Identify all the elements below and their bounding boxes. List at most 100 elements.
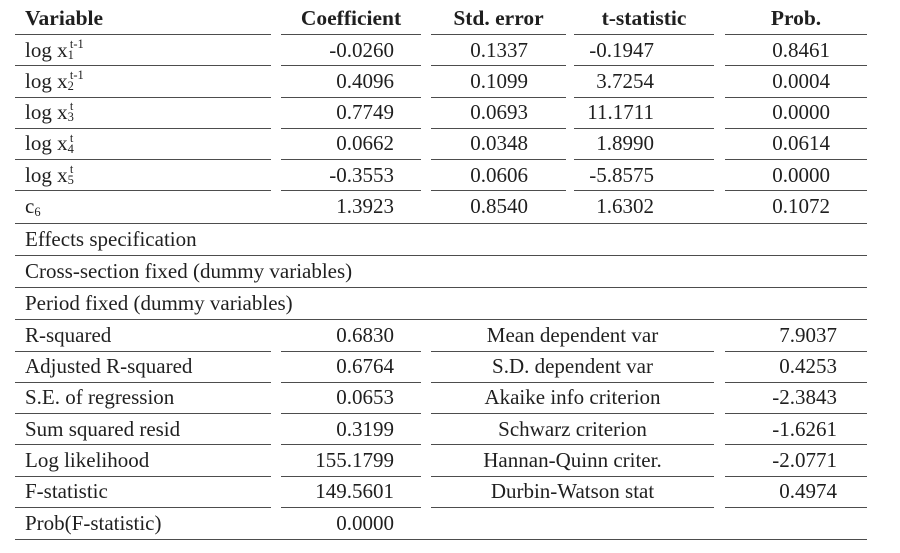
column-gap <box>271 445 281 476</box>
coefficient-value: 0.0662 <box>281 129 421 160</box>
coefficient-value: 1.3923 <box>336 194 394 219</box>
stat-label-right: Schwarz criterion <box>431 414 714 446</box>
variable-superscript: t-1 <box>69 36 84 51</box>
stat-label: S.E. of regression <box>15 383 271 414</box>
t-statistic-value: -5.8575 <box>574 160 714 192</box>
variable-subscript: 4 <box>67 141 74 156</box>
stat-label: Prob(F-statistic) <box>25 510 162 535</box>
stat-value-right: 0.4253 <box>725 352 867 383</box>
header-variable: Variable <box>15 2 271 35</box>
variable-superscript: t-1 <box>69 68 84 83</box>
header-std-error: Std. error <box>431 2 566 35</box>
column-gap <box>714 66 725 97</box>
column-gap <box>271 508 281 539</box>
column-gap <box>714 352 725 383</box>
column-gap <box>566 160 574 191</box>
column-gap <box>714 98 725 129</box>
column-gap <box>714 191 725 222</box>
column-gap <box>421 320 431 351</box>
stat-value-right: -1.6261 <box>725 414 867 446</box>
column-gap <box>566 35 574 66</box>
std-error-value: 0.0693 <box>431 98 566 129</box>
stat-label: Adjusted R-squared <box>15 352 271 383</box>
coefficient-value: -0.3553 <box>281 160 421 192</box>
variable-subscript: 6 <box>34 204 41 219</box>
coefficient-value: -0.0260 <box>281 35 421 67</box>
section-row-effects-specification: Effects specification <box>15 224 867 256</box>
std-error-value: 0.8540 <box>470 194 528 219</box>
stats-row: Log likelihood 155.1799 Hannan-Quinn cri… <box>15 445 867 477</box>
stat-label-right <box>431 508 714 539</box>
stats-row-last: Prob(F-statistic) 0.0000 <box>15 508 867 540</box>
stats-row: R-squared 0.6830 Mean dependent var 7.90… <box>15 320 867 352</box>
column-gap <box>421 35 431 66</box>
stat-label: Log likelihood <box>15 445 271 477</box>
column-gap <box>714 414 725 445</box>
column-gap <box>421 2 431 35</box>
section-row-cross-section-fixed: Cross-section fixed (dummy variables) <box>15 256 867 288</box>
column-gap <box>271 66 281 97</box>
prob-value: 0.0004 <box>725 66 867 98</box>
prob-value: 0.0000 <box>725 160 867 192</box>
stat-value: 0.3199 <box>281 414 421 446</box>
variable-cell: log x 2 t-1 <box>15 66 271 98</box>
column-gap <box>421 445 431 476</box>
stat-value-right: 7.9037 <box>725 320 867 352</box>
stat-value: 0.0000 <box>336 510 394 535</box>
prob-value: 0.1072 <box>772 194 830 219</box>
variable-subscript: 2 <box>67 79 74 94</box>
column-gap <box>421 129 431 160</box>
column-gap <box>271 2 281 35</box>
variable-superscript: t <box>69 161 74 176</box>
column-gap <box>714 35 725 66</box>
stats-row: Adjusted R-squared 0.6764 S.D. dependent… <box>15 352 867 383</box>
stat-value: 0.6764 <box>281 352 421 383</box>
stat-label-right: Hannan-Quinn criter. <box>431 445 714 477</box>
stat-value: 149.5601 <box>281 477 421 508</box>
stat-value-right: -2.3843 <box>725 383 867 414</box>
column-gap <box>421 508 431 539</box>
t-statistic-value: 3.7254 <box>574 66 714 98</box>
stats-row: F-statistic 149.5601 Durbin-Watson stat … <box>15 477 867 508</box>
stat-value-right: -2.0771 <box>725 445 867 477</box>
column-gap <box>566 98 574 129</box>
column-gap <box>714 445 725 476</box>
column-gap <box>566 2 574 35</box>
t-statistic-value: 1.8990 <box>574 129 714 160</box>
column-gap <box>421 414 431 445</box>
column-gap <box>714 383 725 414</box>
std-error-value: 0.0348 <box>431 129 566 160</box>
variable-base: log x <box>25 68 68 93</box>
column-gap <box>271 383 281 414</box>
column-gap <box>421 98 431 129</box>
column-gap <box>714 2 725 35</box>
std-error-value: 0.1337 <box>431 35 566 67</box>
column-gap <box>566 191 574 222</box>
column-gap <box>271 414 281 445</box>
column-gap <box>714 508 725 539</box>
section-label: Cross-section fixed (dummy variables) <box>25 258 353 283</box>
column-gap <box>566 129 574 160</box>
stat-value: 0.6830 <box>281 320 421 352</box>
column-gap <box>421 352 431 383</box>
column-gap <box>271 98 281 129</box>
column-gap <box>421 66 431 97</box>
header-prob: Prob. <box>725 2 867 35</box>
t-statistic-value: -0.1947 <box>574 35 714 67</box>
column-gap <box>271 352 281 383</box>
variable-subscript: 3 <box>67 110 74 125</box>
variable-superscript: t <box>69 99 74 114</box>
prob-value: 0.8461 <box>725 35 867 67</box>
std-error-value: 0.0606 <box>431 160 566 192</box>
variable-subscript: 1 <box>67 47 74 62</box>
stat-value: 155.1799 <box>281 445 421 477</box>
column-gap <box>271 160 281 191</box>
stats-row: S.E. of regression 0.0653 Akaike info cr… <box>15 383 867 414</box>
column-gap <box>714 160 725 191</box>
